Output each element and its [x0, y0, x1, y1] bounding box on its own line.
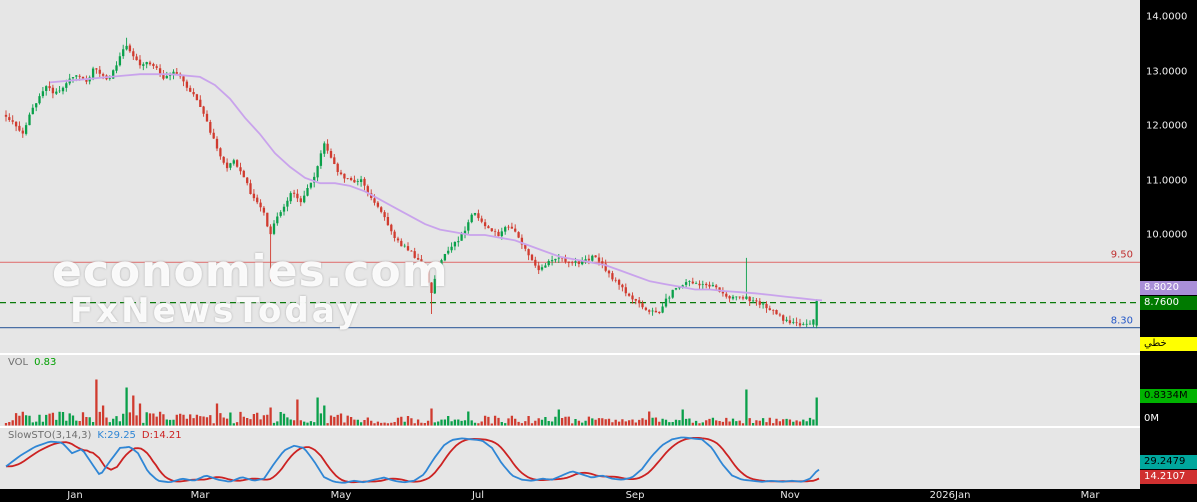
sto-label-text: SlowSTO(3,14,3) [8, 430, 92, 441]
price-axis-label: 11.0000 [1146, 175, 1188, 186]
candle-wicks-down [5, 43, 801, 328]
ma-value-badge: 8.8020 [1140, 280, 1197, 295]
volume-label-text: VOL [8, 357, 29, 368]
time-axis-label: Nov [780, 490, 800, 501]
time-axis-label: Mar [1080, 490, 1100, 501]
price-chart-canvas[interactable] [0, 0, 1140, 489]
chart-volume-separator [0, 353, 1140, 355]
sto-k-line [5, 436, 820, 484]
time-axis-label: Sep [625, 490, 645, 501]
time-axis-label: Jul [471, 490, 485, 501]
price-axis-label: 10.0000 [1146, 229, 1188, 241]
candle-wicks-up [25, 37, 818, 329]
price-axis[interactable]: 14.0000 13.0000 12.0000 11.0000 10.0000 8.802… [1140, 0, 1197, 502]
axis-badge[interactable]: خطي [1140, 337, 1197, 351]
last-price-badge: 8.7600 [1140, 295, 1197, 310]
price-axis-label: 13.0000 [1146, 66, 1188, 77]
hline-price-label: 8.30 [1110, 315, 1133, 327]
sto-indicator-label[interactable]: SlowSTO(3,14,3) K:29.25 D:14.21 [8, 430, 188, 441]
sto-d-line [6, 437, 820, 484]
time-axis-label: Mar [190, 490, 210, 501]
volume-last-value: 0.83 [34, 357, 57, 368]
sto-d-value: D:14.21 [141, 430, 182, 441]
volume-bars-down [4, 379, 802, 426]
time-axis-label: May [330, 490, 352, 501]
moving-average-line [49, 73, 823, 302]
hline-price-label: 9.50 [1110, 249, 1133, 261]
volume-zero-badge: 0M [1144, 413, 1159, 424]
time-axis[interactable]: Jan Mar May Jul Sep Nov 2026Jan Mar [0, 489, 1197, 502]
candle-bodies-down [4, 45, 802, 326]
sto-k-value: K:29.25 [97, 430, 136, 441]
time-axis-label: 2026Jan [929, 490, 971, 501]
volume-value-badge: 0.8334M [1140, 389, 1197, 403]
price-axis-label: 14.0000 [1146, 11, 1188, 23]
volume-indicator-label[interactable]: VOL 0.83 [8, 357, 62, 368]
volume-sto-separator [0, 426, 1140, 428]
sto-d-badge: 14.2107 [1140, 470, 1197, 485]
candle-bodies-up [24, 45, 818, 326]
price-axis-label: 12.0000 [1146, 120, 1188, 132]
volume-bars-up [24, 387, 818, 426]
sto-k-badge: 29.2479 [1140, 455, 1197, 470]
time-axis-label: Jan [67, 490, 83, 501]
